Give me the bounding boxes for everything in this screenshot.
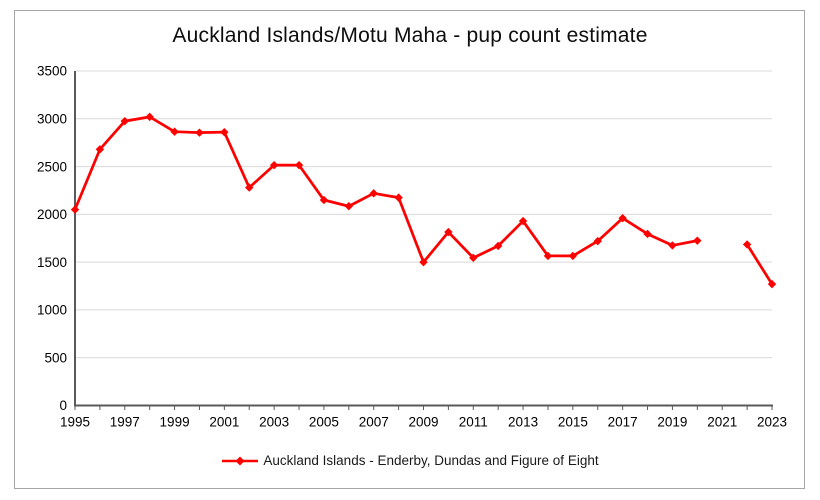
x-tick-label: 1995: [60, 415, 90, 430]
data-point-2007: [369, 189, 378, 198]
data-point-2006: [344, 202, 354, 211]
y-tick-label: 2000: [37, 207, 67, 222]
x-tick-label: 2005: [309, 415, 339, 430]
x-tick-label: 2021: [707, 415, 737, 430]
y-tick-label: 500: [44, 350, 67, 365]
x-tick-label: 1997: [110, 415, 140, 430]
y-tick-label: 1500: [37, 255, 67, 270]
x-tick-label: 2011: [459, 415, 488, 430]
data-point-2018: [643, 229, 652, 239]
x-tick-label: 2019: [657, 415, 687, 430]
data-point-1995: [70, 205, 80, 214]
data-point-2005: [319, 195, 329, 205]
x-tick-label: 2009: [408, 415, 438, 430]
data-point-2009: [419, 257, 428, 267]
x-tick-label: 2013: [508, 415, 538, 430]
data-point-2022: [742, 240, 752, 249]
x-tick-label: 2003: [259, 415, 289, 430]
data-point-2000: [195, 128, 204, 137]
data-point-2001: [220, 127, 229, 137]
x-tick-label: 2007: [359, 415, 389, 430]
data-point-2019: [668, 241, 677, 250]
y-tick-label: 3500: [37, 64, 67, 79]
data-point-2010: [444, 227, 453, 237]
legend-marker: [222, 456, 259, 465]
data-point-1998: [145, 112, 154, 122]
legend-label: Auckland Islands - Enderby, Dundas and F…: [263, 453, 599, 468]
x-tick-label: 2017: [608, 415, 638, 430]
data-point-2016: [593, 236, 602, 246]
y-tick-label: 1000: [37, 303, 67, 318]
series-line: [745, 243, 774, 286]
data-point-2015: [568, 251, 578, 261]
chart-frame: [14, 10, 805, 489]
data-point-2011: [469, 253, 478, 263]
data-point-2004: [294, 160, 304, 170]
chart-title: Auckland Islands/Motu Maha - pup count e…: [172, 24, 648, 47]
data-point-2017: [618, 213, 627, 223]
data-point-2003: [269, 160, 279, 170]
data-point-2008: [394, 193, 403, 202]
x-tick-label: 2001: [209, 415, 239, 430]
legend: Auckland Islands - Enderby, Dundas and F…: [0, 453, 820, 468]
series-line: [73, 115, 699, 264]
y-tick-label: 2500: [37, 159, 67, 174]
data-point-2002: [245, 183, 254, 192]
x-tick-label: 2023: [757, 415, 787, 430]
data-point-2012: [493, 241, 503, 251]
x-tick-label: 1999: [160, 415, 190, 430]
data-point-2013: [518, 216, 528, 226]
data-point-1997: [120, 116, 129, 126]
y-tick-label: 0: [59, 398, 67, 413]
data-point-2023: [767, 279, 777, 289]
data-point-2014: [543, 251, 553, 261]
data-point-1996: [95, 145, 105, 154]
data-point-2020: [693, 236, 702, 245]
data-point-1999: [170, 127, 179, 136]
y-tick-label: 3000: [37, 112, 67, 127]
legend-marker-diamond: [235, 456, 245, 465]
x-tick-label: 2015: [558, 415, 588, 430]
